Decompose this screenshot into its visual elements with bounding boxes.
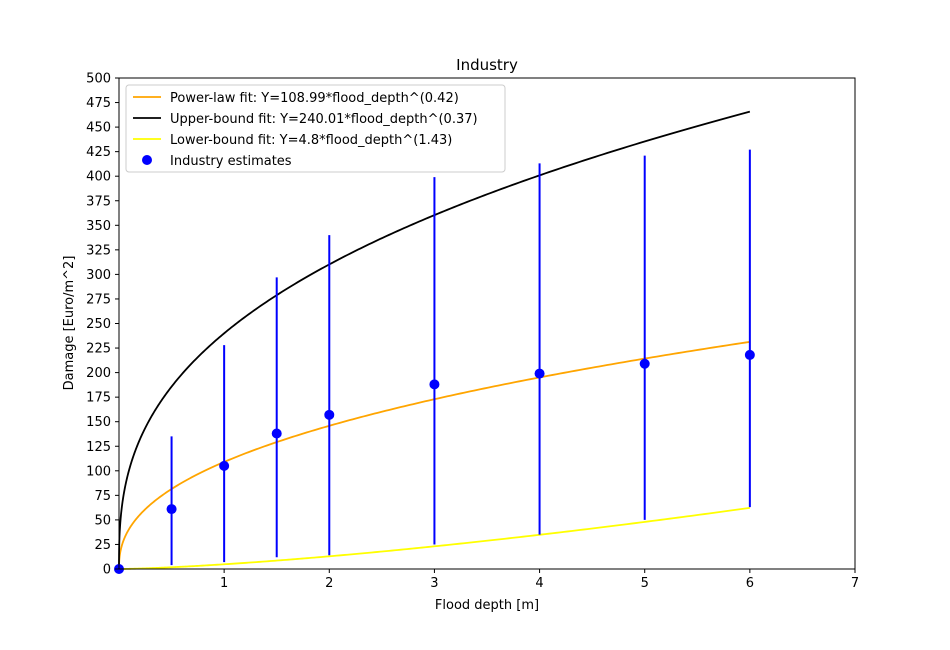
data-point — [219, 460, 230, 471]
x-tick-label: 3 — [430, 576, 438, 591]
legend: Power-law fit: Y=108.99*flood_depth^(0.4… — [125, 84, 506, 173]
y-tick-label: 275 — [86, 292, 111, 307]
legend-entry-2: Upper-bound fit: Y=240.01*flood_depth^(0… — [170, 112, 478, 127]
plot-area — [114, 110, 755, 574]
chart-title: Industry — [456, 56, 518, 74]
y-tick-label: 125 — [86, 440, 111, 455]
y-tick-label: 100 — [86, 464, 111, 479]
x-tick-label: 6 — [746, 576, 754, 591]
y-tick-label: 150 — [86, 415, 111, 430]
y-tick-label: 350 — [86, 219, 111, 234]
x-tick-label: 5 — [641, 576, 649, 591]
y-tick-label: 425 — [86, 145, 111, 160]
y-tick-label: 175 — [86, 391, 111, 406]
y-tick-label: 450 — [86, 121, 111, 136]
data-point — [639, 358, 650, 369]
data-point — [271, 428, 282, 439]
data-point — [166, 504, 177, 515]
legend-entry-3: Lower-bound fit: Y=4.8*flood_depth^(1.43… — [170, 133, 452, 148]
y-tick-label: 25 — [94, 538, 111, 553]
y-tick-label: 500 — [86, 72, 111, 87]
data-point — [744, 349, 755, 360]
y-tick-label: 0 — [103, 563, 111, 578]
y-tick-label: 300 — [86, 268, 111, 283]
y-tick-label: 50 — [94, 513, 111, 528]
legend-entry-points: Industry estimates — [170, 154, 292, 169]
y-tick-label: 200 — [86, 366, 111, 381]
legend-swatch-points — [142, 155, 152, 165]
y-tick-label: 375 — [86, 194, 111, 209]
legend-entry-1: Power-law fit: Y=108.99*flood_depth^(0.4… — [170, 91, 459, 106]
y-tick-label: 225 — [86, 342, 111, 357]
x-tick-label: 4 — [535, 576, 543, 591]
x-tick-label: 7 — [851, 576, 859, 591]
x-tick-label: 1 — [220, 576, 228, 591]
x-axis-label: Flood depth [m] — [435, 598, 539, 613]
y-tick-label: 400 — [86, 170, 111, 185]
error-bars — [170, 149, 751, 566]
y-tick-label: 75 — [94, 489, 111, 504]
y-tick-label: 475 — [86, 96, 111, 111]
y-axis-label: Damage [Euro/m^2] — [62, 256, 77, 391]
y-tick-label: 325 — [86, 243, 111, 258]
legend-box — [125, 84, 506, 173]
data-point — [534, 368, 545, 379]
data-point — [324, 409, 335, 420]
x-tick-label: 2 — [325, 576, 333, 591]
x-axis-ticks: 1 2 3 4 5 6 7 — [220, 569, 859, 591]
fit-curve-2 — [118, 110, 751, 569]
y-axis-ticks: 0 25 50 75 100 125 150 175 200 225 250 275 300 325 350… — [86, 72, 119, 578]
data-point — [429, 379, 440, 390]
y-tick-label: 250 — [86, 317, 111, 332]
